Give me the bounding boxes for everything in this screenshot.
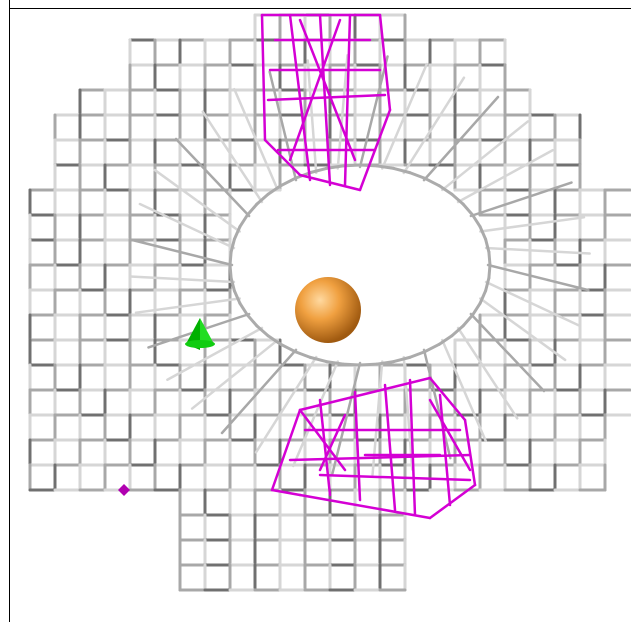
cage-edge [298,18,357,162]
cage-edge [428,483,477,520]
pore-spoke [174,137,251,218]
pore-spoke [484,280,582,328]
viewport-border-top [9,8,631,9]
cage-edge [270,408,302,492]
density-cage-top [260,13,392,192]
cage-edge [318,473,472,482]
pore-spoke [254,355,318,454]
pore-spoke [402,76,466,175]
density-cage-bottom [270,376,477,520]
pore-spoke [479,297,567,362]
pore-spoke [166,326,264,382]
pore-spoke [456,148,554,204]
pore-spoke [130,238,234,267]
pore-spoke [441,338,487,443]
cage-edge [288,18,342,162]
pore-spoke [291,360,340,468]
pore-spoke [422,95,500,182]
cage-edge [318,13,332,187]
cage-edge [378,13,392,112]
cage-edge [463,418,477,487]
cage-edge [263,138,302,177]
cage-edge [383,383,397,512]
pore-spoke [469,181,573,218]
magenta-dot-icon[interactable] [118,484,130,496]
cage-edge [270,488,302,497]
pore-spoke [129,275,236,284]
pore-spoke [190,338,279,410]
pore-spoke [479,216,586,233]
pore-spoke [358,55,389,169]
pore-spoke [306,59,318,175]
pore-cavity [225,160,495,370]
pore-spoke [134,297,241,314]
cage-edge [260,13,267,142]
cage-edge [298,408,347,472]
cage-edge [343,13,352,187]
cage-edge [266,93,387,102]
cage-edge [438,393,452,507]
pore-spoke [268,70,298,182]
cage-edge [318,413,347,472]
wireframe-grid [28,13,631,592]
cage-edge [408,378,417,517]
cage-edge [428,398,472,472]
pore-spoke [201,110,264,204]
pore-spoke [469,312,546,393]
cage-edge [353,390,362,502]
pore-spoke [138,202,236,250]
pore-spoke [422,348,452,460]
ion-sphere[interactable] [295,277,361,343]
pore-spoke [331,361,362,475]
cage-edge [428,376,467,422]
cage-edge [318,398,332,497]
pore-spoke [486,263,590,292]
green-cone-icon[interactable] [185,318,215,350]
cage-edge [288,13,312,182]
pore-spoke [484,246,591,255]
pore-spoke [233,87,279,192]
cage-edge [298,493,432,520]
viewport-border-left [9,0,10,622]
pore-spoke [153,168,241,233]
pore-spoke [441,120,530,192]
pore-spoke [220,348,298,435]
pore-spoke [456,326,519,420]
pore-spoke [380,62,429,170]
pore-spoke [402,355,414,471]
